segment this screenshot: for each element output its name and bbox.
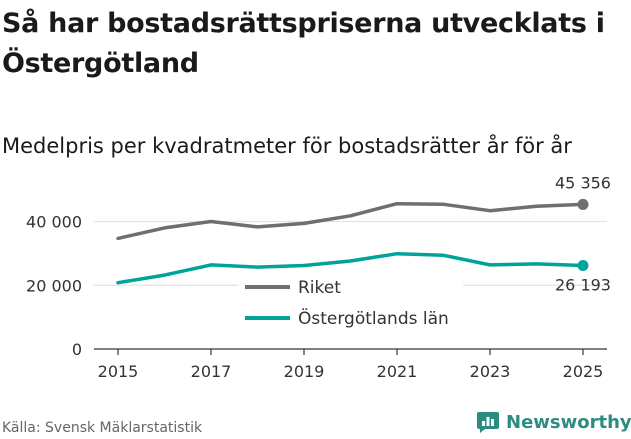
brand-name: Newsworthy	[506, 411, 631, 433]
legend-background	[238, 272, 463, 334]
series-end-point	[577, 260, 589, 272]
series-line	[116, 201, 585, 241]
x-tick-label: 2015	[98, 362, 139, 381]
x-tick-label: 2017	[191, 362, 232, 381]
x-tick-label: 2025	[563, 362, 604, 381]
end-value-label: 45 356	[555, 173, 611, 192]
source-note: Källa: Svensk Mäklarstatistik	[2, 420, 203, 436]
legend-label: Östergötlands län	[298, 307, 449, 329]
brand-logo: Newsworthy	[476, 410, 631, 434]
series-line	[116, 251, 585, 285]
end-value-label: 26 193	[555, 276, 611, 295]
y-tick-label: 40 000	[26, 213, 82, 232]
legend-label: Riket	[298, 278, 341, 298]
series-end-point	[577, 198, 589, 210]
x-tick-label: 2023	[470, 362, 511, 381]
chart-title: Så har bostadsrättspriserna utvecklats i…	[2, 8, 605, 79]
x-tick-label: 2019	[284, 362, 325, 381]
newsworthy-logo-icon	[477, 412, 499, 433]
y-tick-label: 0	[72, 340, 82, 359]
chart-subtitle: Medelpris per kvadratmeter för bostadsrä…	[2, 134, 572, 158]
x-tick-label: 2021	[377, 362, 418, 381]
y-tick-label: 20 000	[26, 276, 82, 295]
